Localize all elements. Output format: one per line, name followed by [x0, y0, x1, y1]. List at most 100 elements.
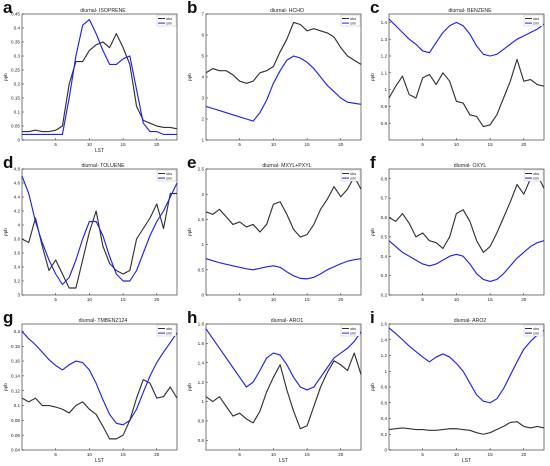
y-tick-label: 1.8 — [198, 322, 205, 327]
x-tick-label: 15 — [121, 297, 127, 302]
x-tick-label: 20 — [154, 452, 160, 457]
legend-box — [340, 169, 361, 182]
chart-svg-i: 0 0.2 0.4 0.6 0.8 1 1.2 1.4 1.6 5 10 15 20 LST ppb obss… — [370, 322, 545, 464]
chart-title: diurnal- MXYL+PXYL — [262, 163, 312, 169]
y-axis-label: ppb — [187, 73, 192, 81]
panel-letter: f — [370, 153, 376, 172]
x-tick-label: 5 — [54, 297, 57, 302]
y-tick-label: 2 — [201, 192, 204, 197]
chart-title: diurnal- HCHO — [269, 8, 304, 14]
x-tick-label: 5 — [238, 297, 241, 302]
series-line-obs — [205, 175, 362, 238]
legend-label: sim — [533, 332, 539, 336]
x-tick-label: 20 — [521, 142, 527, 147]
y-tick-label: 0.8 — [381, 385, 388, 390]
y-tick-label: 3.2 — [14, 279, 21, 284]
legend-label: sim — [166, 177, 172, 181]
y-axis-label: ppb — [3, 73, 8, 81]
y-tick-label: 1.3 — [381, 37, 388, 42]
x-tick-label: 20 — [338, 142, 344, 147]
y-tick-label: 0.2 — [14, 329, 21, 334]
panel-letter: h — [187, 308, 198, 327]
chart-svg-g: 0.04 0.06 0.08 0.1 0.12 0.14 0.16 0.18 0.2 5 10 15 2… — [3, 323, 178, 464]
y-tick-label: 0.4 — [381, 254, 388, 259]
y-tick-label: 0.2 — [381, 293, 388, 298]
chart-title: diurnal- OXYL — [453, 163, 487, 169]
y-tick-label: 0.8 — [381, 176, 388, 181]
legend-label: obs — [350, 17, 356, 21]
series-line-sim — [205, 55, 362, 122]
y-tick-label: 0 — [201, 293, 204, 298]
legend-box — [340, 324, 361, 337]
x-tick-label: 10 — [87, 452, 93, 457]
x-tick-label: 10 — [454, 452, 460, 457]
y-tick-label: 0.6 — [198, 438, 205, 443]
x-tick-label: 5 — [238, 452, 241, 457]
x-tick-label: 5 — [54, 142, 57, 147]
y-tick-label: 0.04 — [11, 448, 20, 453]
y-tick-label: 0.4 — [381, 416, 388, 421]
plot-frame — [205, 13, 362, 141]
panel-letter: a — [3, 0, 13, 17]
chart-svg-a: 0 0.05 0.1 0.15 0.2 0.25 0.3 0.35 0.4 0.45 5 10 15 20… — [3, 12, 178, 154]
y-tick-label: 0.25 — [11, 68, 20, 73]
y-tick-label: 0.15 — [11, 96, 20, 101]
series-line-obs — [21, 379, 178, 440]
y-tick-label: 0.05 — [11, 124, 20, 129]
series-line-sim — [21, 175, 178, 286]
x-tick-label: 15 — [305, 452, 311, 457]
series-line-obs — [388, 421, 545, 435]
y-tick-label: 0.35 — [11, 40, 20, 45]
x-tick-label: 15 — [121, 142, 127, 147]
y-tick-label: 0.7 — [381, 196, 388, 201]
y-axis-label: ppb — [187, 228, 192, 236]
y-tick-label: 1.4 — [198, 360, 205, 365]
chart-title: diurnal- ARO2 — [453, 318, 487, 324]
y-tick-label: 1 — [201, 242, 204, 247]
y-axis-label: ppb — [3, 383, 8, 391]
plot-frame — [205, 168, 362, 296]
panel-letter: b — [187, 0, 198, 17]
x-axis-label: LST — [95, 458, 104, 464]
series-line-sim — [388, 240, 545, 283]
y-tick-label: 0.14 — [11, 373, 20, 378]
plot-frame — [21, 168, 178, 296]
y-tick-label: 4 — [17, 223, 20, 228]
x-tick-label: 10 — [271, 452, 277, 457]
legend-label: sim — [350, 332, 356, 336]
series-line-obs — [388, 174, 545, 253]
panel-c: 0.8 0.9 1 1.1 1.2 1.3 1.4 5 10 15 20 ppb obs sim c diur… — [367, 0, 550, 155]
y-tick-label: 0.16 — [11, 359, 20, 364]
legend-label: obs — [166, 172, 172, 176]
legend-label: obs — [533, 17, 539, 21]
panel-letter: g — [3, 308, 14, 327]
series-line-sim — [205, 258, 362, 280]
legend-label: obs — [533, 327, 539, 331]
x-tick-label: 10 — [454, 142, 460, 147]
y-tick-label: 0.1 — [14, 403, 21, 408]
x-tick-label: 10 — [87, 297, 93, 302]
panel-letter: i — [370, 308, 375, 327]
series-line-sim — [21, 331, 178, 426]
legend-label: obs — [350, 172, 356, 176]
x-tick-label: 10 — [454, 297, 460, 302]
x-tick-label: 20 — [521, 297, 527, 302]
panel-a: 0 0.05 0.1 0.15 0.2 0.25 0.3 0.35 0.4 0.45 5 10 15 20… — [0, 0, 183, 155]
panel-d: 3 3.2 3.4 3.6 3.8 4 4.2 4.4 4.6 4.8 5 10 15 20 ppb obs s… — [0, 153, 183, 310]
y-tick-label: 0.18 — [11, 344, 20, 349]
y-tick-label: 1.4 — [381, 20, 388, 25]
y-tick-label: 6 — [201, 33, 204, 38]
y-tick-label: 3 — [201, 96, 204, 101]
series-line-obs — [388, 58, 545, 128]
panel-h: 0.6 0.8 1 1.2 1.4 1.6 1.8 5 10 15 20 LST ppb obs sim h d… — [184, 308, 367, 465]
x-tick-label: 20 — [521, 452, 527, 457]
y-axis-label: ppb — [370, 73, 375, 81]
